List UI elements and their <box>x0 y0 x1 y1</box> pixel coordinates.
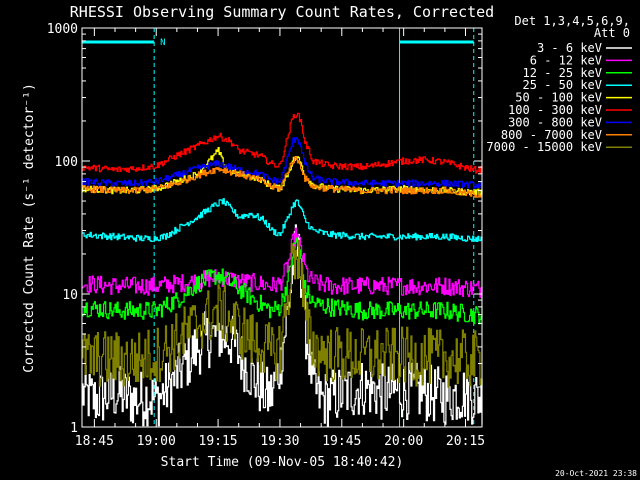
legend-header-detectors: Det 1,3,4,5,6,9, <box>514 14 630 28</box>
attenuator-marker: N <box>160 38 165 48</box>
legend-label-0: 3 - 6 keV <box>537 41 602 55</box>
series-line-25-50-kev <box>82 198 483 242</box>
x-tick-label-6: 20:15 <box>446 434 485 449</box>
x-tick-label-0: 18:45 <box>75 434 114 449</box>
legend-label-6: 300 - 800 keV <box>508 115 602 129</box>
legend-label-7: 800 - 7000 keV <box>501 128 602 142</box>
series-line-7000-15000-kev <box>82 239 483 388</box>
legend-label-8: 7000 - 15000 keV <box>486 140 602 154</box>
legend-label-3: 25 - 50 keV <box>523 78 602 92</box>
chart-title: RHESSI Observing Summary Count Rates, Co… <box>70 3 494 21</box>
x-tick-label-5: 20:00 <box>384 434 423 449</box>
legend-label-5: 100 - 300 keV <box>508 103 602 117</box>
legend-label-4: 50 - 100 keV <box>515 91 602 105</box>
x-axis-label: Start Time (09-Nov-05 18:40:42) <box>161 455 404 470</box>
y-tick-label-0: 1 <box>70 421 78 436</box>
x-tick-label-1: 19:00 <box>137 434 176 449</box>
footer-date: 20-Oct-2021 23:38 <box>555 469 637 478</box>
y-tick-label-1: 10 <box>62 288 78 303</box>
x-tick-label-3: 19:30 <box>260 434 299 449</box>
x-tick-label-2: 19:15 <box>199 434 238 449</box>
legend-label-2: 12 - 25 keV <box>523 66 602 80</box>
y-tick-label-2: 100 <box>55 155 78 170</box>
legend-header-attenuator: Att 0 <box>594 26 630 40</box>
x-tick-label-4: 19:45 <box>322 434 361 449</box>
series-line-6-12-kev <box>82 227 483 298</box>
y-axis-label: Corrected Count Rate (s⁻¹ detector⁻¹) <box>22 83 37 373</box>
series-line-300-800-kev <box>82 137 483 189</box>
axes-layer: 18:45 19:00 19:15 19:30 19:45 20:00 20:15 1 10 10… <box>47 22 485 449</box>
y-tick-label-3: 1000 <box>47 22 78 37</box>
series-line-12-25-kev <box>82 237 483 325</box>
legend-label-1: 6 - 12 keV <box>530 53 602 67</box>
series-layer <box>82 112 483 427</box>
plot-frame <box>81 27 483 428</box>
series-line-100-300-kev <box>82 112 483 174</box>
series-line-800-7000-kev <box>82 156 483 198</box>
